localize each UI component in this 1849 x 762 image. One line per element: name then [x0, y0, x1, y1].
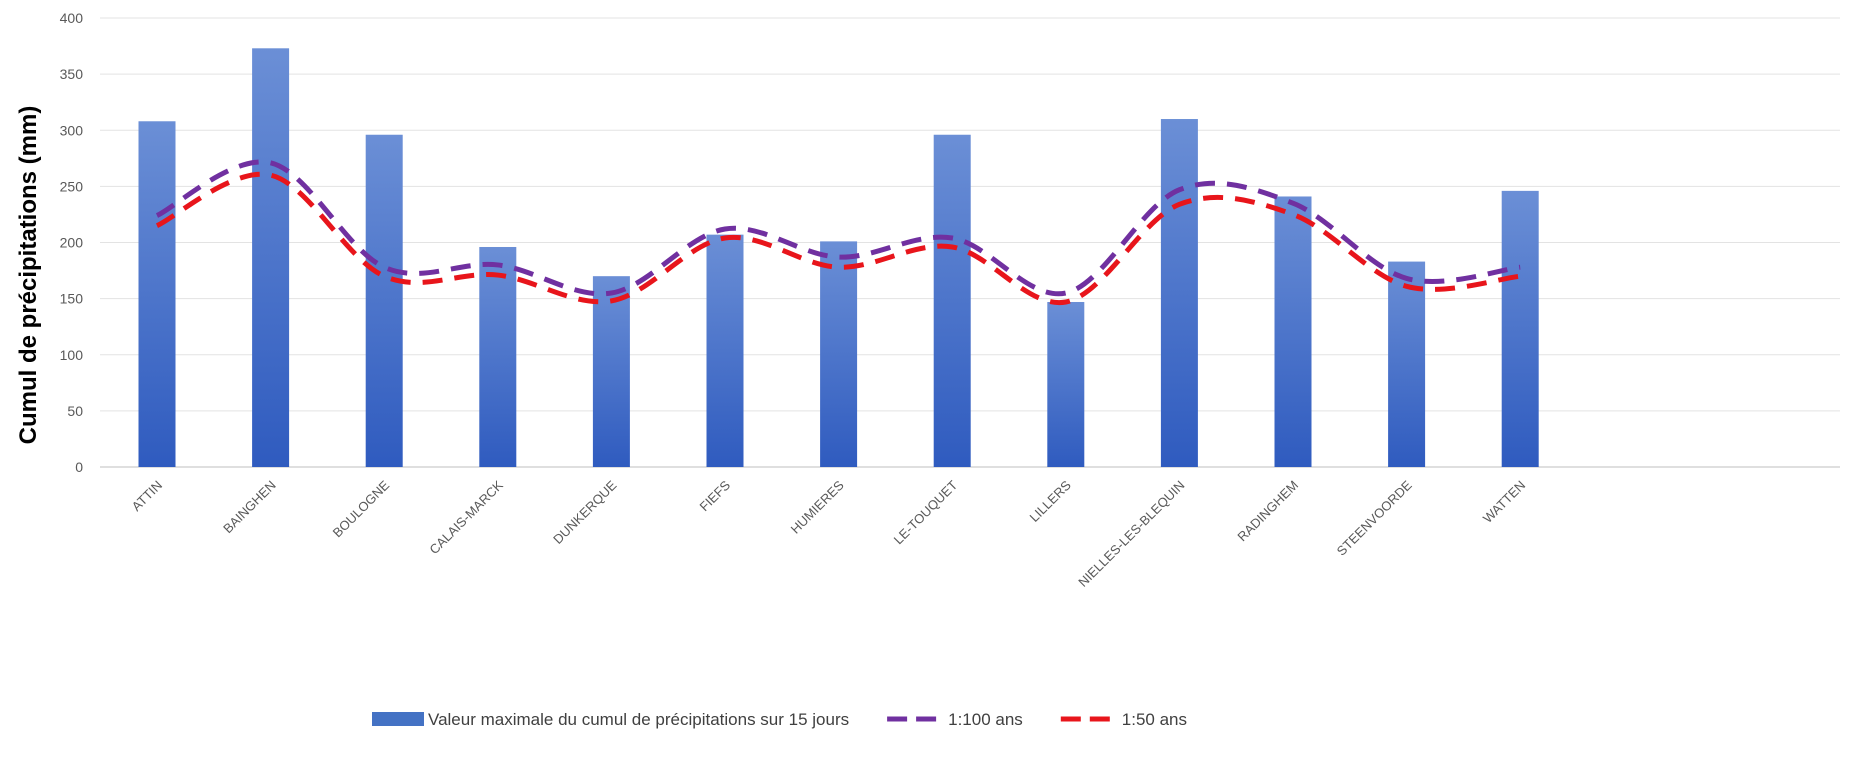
bar [252, 48, 290, 468]
x-category-label: STEENVOORDE [1334, 477, 1415, 558]
bar [592, 276, 630, 467]
legend-label: 1:50 ans [1122, 710, 1187, 729]
bar [1047, 301, 1085, 467]
legend-swatch-bar [372, 712, 424, 726]
x-category-label: NIELLES-LES-BLEQUIN [1075, 478, 1187, 590]
x-category-label: ATTIN [129, 478, 165, 514]
legend-label: Valeur maximale du cumul de précipitatio… [428, 710, 849, 729]
x-category-label: WATTEN [1480, 478, 1528, 526]
legend-label: 1:100 ans [948, 710, 1023, 729]
bar [365, 134, 403, 468]
y-tick-label: 400 [60, 10, 84, 26]
series-line [155, 159, 1521, 297]
bar [479, 246, 517, 467]
x-category-label: LE-TOUQUET [891, 477, 961, 547]
y-axis-ticks: 0 50 100 150 200 250 300 350 400 [60, 10, 84, 475]
y-tick-label: 50 [67, 403, 83, 419]
bar [138, 121, 176, 468]
x-category-label: DUNKERQUE [550, 477, 620, 547]
y-tick-label: 150 [60, 291, 84, 307]
legend: Valeur maximale du cumul de précipitatio… [372, 710, 1187, 729]
y-tick-label: 0 [75, 459, 83, 475]
bar-series [138, 48, 1539, 468]
y-tick-label: 250 [60, 178, 84, 194]
x-category-label: LILLERS [1027, 477, 1075, 525]
x-category-label: FIEFS [696, 477, 733, 514]
line-series [155, 159, 1521, 306]
bar [1388, 261, 1426, 467]
y-tick-label: 100 [60, 347, 84, 363]
y-axis-label: Cumul de précipitations (mm) [15, 106, 42, 445]
bar [820, 241, 858, 467]
x-category-label: BAINGHEN [220, 478, 279, 537]
bar [706, 234, 744, 467]
bar [1501, 190, 1539, 468]
bar [1274, 196, 1312, 468]
x-category-label: HUMIERES [788, 477, 847, 536]
x-category-label: RADINGHEM [1234, 478, 1301, 545]
bar [933, 134, 971, 468]
bar [1160, 119, 1198, 468]
y-tick-label: 300 [60, 122, 84, 138]
y-tick-label: 200 [60, 235, 84, 251]
x-category-label: CALAIS-MARCK [426, 477, 506, 557]
y-tick-label: 350 [60, 66, 84, 82]
x-axis-categories: ATTIN BAINGHEN BOULOGNE CALAIS-MARCK DUNKERQ… [129, 477, 1529, 590]
x-category-label: BOULOGNE [330, 477, 393, 540]
